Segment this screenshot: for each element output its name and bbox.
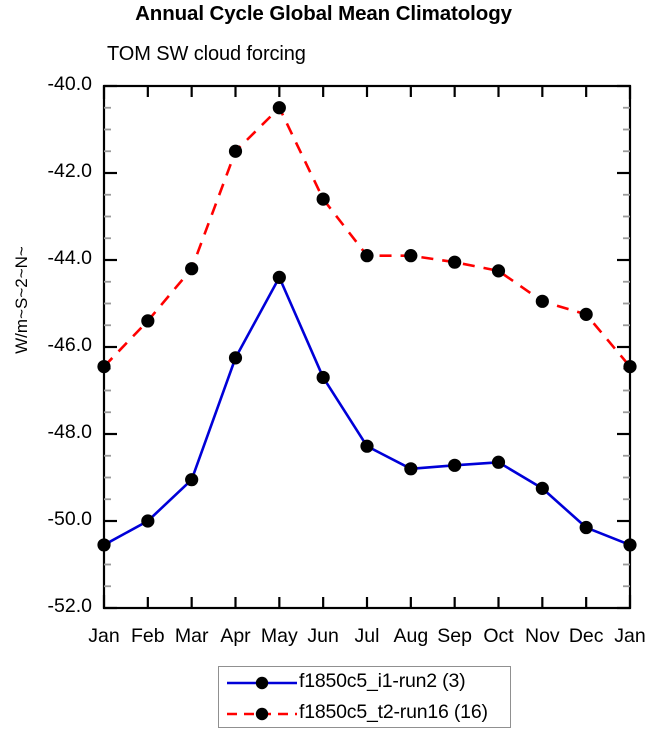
- x-tick-label: Oct: [483, 625, 514, 647]
- data-point-marker: [360, 439, 374, 453]
- x-tick-label: Jul: [354, 625, 380, 647]
- x-tick-label: Apr: [220, 625, 251, 647]
- x-tick-label: Jan: [88, 625, 120, 647]
- data-point-marker: [97, 538, 111, 552]
- data-point-marker: [404, 249, 418, 263]
- data-point-marker: [579, 520, 593, 535]
- y-tick-label: -50.0: [47, 508, 92, 530]
- chart-subtitle: TOM SW cloud forcing: [107, 43, 306, 65]
- y-tick-label: -46.0: [47, 334, 92, 356]
- data-series-layer: [97, 101, 637, 552]
- data-point-marker: [228, 351, 243, 365]
- data-point-marker: [623, 538, 637, 552]
- data-point-marker: [448, 255, 462, 269]
- x-tick-label: Sep: [437, 625, 472, 647]
- data-point-marker: [228, 144, 243, 158]
- axis-frame: [102, 84, 632, 610]
- data-point-marker: [185, 262, 199, 276]
- legend: f1850c5_i1-run2 (3) f1850c5_t2-run16 (16…: [218, 666, 511, 728]
- legend-label-series2: f1850c5_t2-run16 (16): [299, 701, 488, 723]
- data-point-marker: [316, 370, 330, 385]
- data-point-marker: [535, 294, 549, 308]
- minor-ticks: [104, 106, 630, 588]
- data-point-marker: [141, 514, 155, 528]
- data-point-marker: [316, 192, 330, 206]
- data-point-marker: [360, 249, 374, 263]
- data-point-marker: [185, 473, 199, 487]
- major-ticks: [102, 84, 632, 610]
- data-point-marker: [579, 307, 593, 321]
- series-line: [103, 106, 631, 368]
- data-point-marker: [272, 101, 286, 115]
- data-point-marker: [491, 264, 506, 278]
- data-point-marker: [491, 455, 506, 469]
- legend-swatch-series1: [227, 676, 297, 690]
- data-point-marker: [623, 359, 637, 374]
- y-tick-label: -52.0: [47, 595, 92, 617]
- legend-swatch-series2: [227, 707, 297, 721]
- x-tick-label: May: [260, 625, 298, 647]
- x-tick-label: Aug: [393, 625, 429, 647]
- data-point-marker: [404, 462, 418, 476]
- data-point-marker: [448, 458, 462, 472]
- legend-item[interactable]: f1850c5_i1-run2 (3): [219, 667, 512, 698]
- chart-title: Annual Cycle Global Mean Climatology: [135, 2, 512, 25]
- data-point-marker: [97, 359, 111, 374]
- x-tick-label: Jun: [307, 625, 339, 647]
- legend-label-series1: f1850c5_i1-run2 (3): [299, 670, 466, 692]
- x-tick-label: Dec: [568, 625, 604, 647]
- y-tick-label: -48.0: [47, 421, 92, 443]
- y-tick-label: -42.0: [47, 160, 92, 182]
- series-line: [103, 276, 631, 547]
- x-tick-label: Jan: [614, 625, 646, 647]
- x-tick-label: Feb: [131, 625, 165, 647]
- x-tick-label: Nov: [524, 625, 560, 647]
- x-tick-label: Mar: [174, 625, 209, 647]
- legend-item[interactable]: f1850c5_t2-run16 (16): [219, 698, 512, 729]
- y-tick-label: -40.0: [47, 73, 92, 95]
- data-point-marker: [535, 481, 549, 495]
- data-point-marker: [141, 314, 155, 328]
- data-point-marker: [272, 270, 286, 284]
- y-tick-label: -44.0: [47, 247, 92, 269]
